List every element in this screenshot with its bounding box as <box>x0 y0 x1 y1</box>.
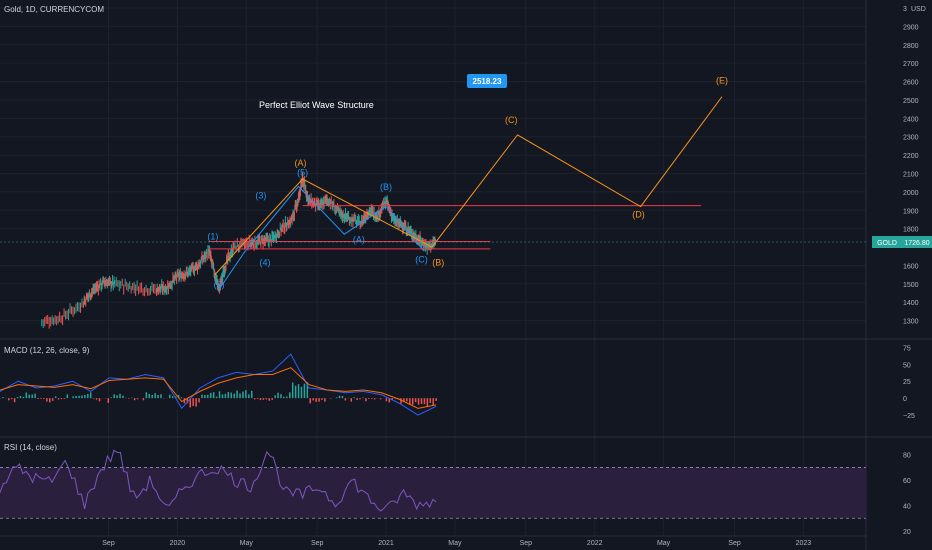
time-tick-label: 2022 <box>587 540 603 547</box>
time-tick-label: Sep <box>520 540 533 547</box>
time-tick-label: Sep <box>728 540 741 547</box>
price-tick-label: 1500 <box>903 282 919 289</box>
current-price-badge: GOLD 1726.80 <box>0 236 932 248</box>
current-label: GOLD <box>877 240 897 247</box>
wave-label-orange: (E) <box>716 75 728 85</box>
rsi-tick-label: 20 <box>903 529 911 536</box>
macd-line <box>0 353 437 416</box>
wave-label-orange: (B) <box>432 257 444 267</box>
time-tick-label: 2021 <box>378 540 394 547</box>
current-label-bg <box>872 236 902 248</box>
rsi-axis: 80 60 40 20 <box>903 453 911 536</box>
price-tick-label: 2400 <box>903 116 919 123</box>
rsi-tick-label: 80 <box>903 453 911 460</box>
price-badge-bg <box>467 74 507 88</box>
price-tick-label: 2900 <box>903 24 919 31</box>
rsi-band <box>0 467 866 519</box>
wave-label-blue: (B) <box>380 182 392 192</box>
price-tick-label: 2200 <box>903 153 919 160</box>
time-axis[interactable]: Sep 2020 May Sep 2021 May Sep 2022 May Sep 2023 <box>102 540 811 547</box>
macd-tick-label: 50 <box>903 362 911 369</box>
price-tick-label: 2700 <box>903 61 919 68</box>
rsi-line <box>0 449 437 512</box>
current-price: 1726.80 <box>904 240 929 247</box>
macd-title[interactable]: MACD (12, 26, close, 9) <box>4 346 90 355</box>
wave-label-blue: (3) <box>255 190 266 200</box>
macd-tick-label: 25 <box>903 379 911 386</box>
price-tick-label: 1900 <box>903 208 919 215</box>
price-tick-label: 2300 <box>903 135 919 142</box>
price-tick-label: 1800 <box>903 227 919 234</box>
wave-label-blue: (C) <box>415 255 428 265</box>
rsi-pane[interactable] <box>0 449 437 512</box>
time-tick-label: 2023 <box>796 540 812 547</box>
price-badge-text: 2518.23 <box>473 77 502 86</box>
wave-label-orange: (A) <box>294 158 306 168</box>
symbol-title[interactable]: Gold, 1D, CURRENCYCOM <box>4 5 104 14</box>
time-tick-label: May <box>657 540 671 547</box>
time-tick-label: Sep <box>102 540 115 547</box>
price-pane[interactable]: (1)(2)(3)(4)(5)(A)(B)(C)(A)(B)(C)(D)(E) <box>41 75 728 329</box>
price-tick-label: 1400 <box>903 300 919 307</box>
wave-label-blue: (A) <box>353 234 365 244</box>
macd-tick-label: 75 <box>903 345 911 352</box>
signal-line <box>0 367 437 409</box>
price-tick-label: 3 <box>903 6 907 13</box>
wave-label-orange: (D) <box>632 210 645 220</box>
wave-label-orange: (C) <box>505 115 518 125</box>
price-badge: 2518.23 <box>467 74 507 88</box>
price-tick-label: 1300 <box>903 319 919 326</box>
price-tick-label: 2000 <box>903 190 919 197</box>
price-tick-label: 2100 <box>903 172 919 179</box>
macd-tick-label: 0 <box>903 396 907 403</box>
time-tick-label: May <box>240 540 254 547</box>
wave-label-blue: (1) <box>207 232 218 242</box>
price-tick-label: 2800 <box>903 43 919 50</box>
wave-path-orange[interactable] <box>214 96 723 275</box>
wave-label-blue: (5) <box>297 167 308 177</box>
price-axis[interactable]: 3 2900 2800 2700 2600 2500 2400 2300 2200 2100 200… <box>903 6 926 326</box>
time-tick-label: 2020 <box>170 540 186 547</box>
rsi-tick-label: 60 <box>903 478 911 485</box>
grid <box>0 0 866 536</box>
price-unit-label: USD <box>911 6 926 13</box>
rsi-band-fill <box>0 467 866 519</box>
time-tick-label: May <box>448 540 462 547</box>
wave-label-blue: (2) <box>214 280 225 290</box>
macd-tick-label: −25 <box>903 413 915 420</box>
price-tick-label: 2500 <box>903 98 919 105</box>
price-tick-label: 2600 <box>903 80 919 87</box>
annotation-text: Perfect Elliot Wave Structure <box>259 100 374 110</box>
rsi-tick-label: 40 <box>903 504 911 511</box>
wave-label-blue: (4) <box>260 257 271 267</box>
macd-pane[interactable] <box>0 353 437 416</box>
macd-axis: 75 50 25 0 −25 <box>903 345 915 420</box>
rsi-title[interactable]: RSI (14, close) <box>4 443 57 452</box>
price-tick-label: 1600 <box>903 263 919 270</box>
wave-path-blue[interactable] <box>218 185 424 290</box>
time-tick-label: Sep <box>311 540 324 547</box>
current-price-bg <box>902 236 932 248</box>
